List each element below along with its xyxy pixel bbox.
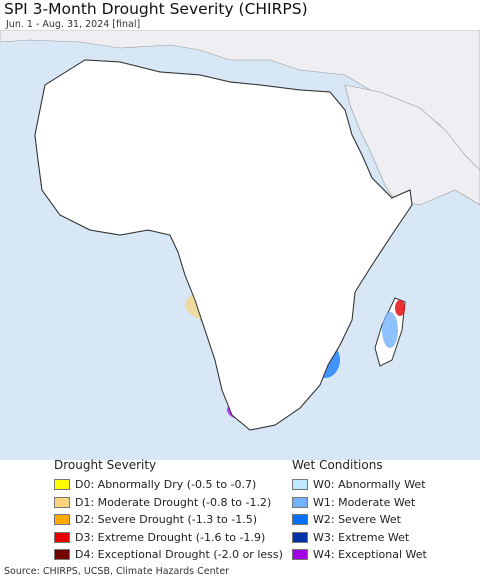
- legend-label: D3: Extreme Drought (-1.6 to -1.9): [75, 530, 266, 544]
- wet-legend: W0: Abnormally Wet W1: Moderate Wet W2: Se…: [292, 476, 427, 564]
- legend-item-w2: W2: Severe Wet: [292, 511, 427, 529]
- legend-item-w0: W0: Abnormally Wet: [292, 476, 427, 494]
- legend-swatch-w1: [292, 496, 308, 508]
- legend-label: D0: Abnormally Dry (-0.5 to -0.7): [75, 478, 257, 492]
- arabia-land: [344, 84, 480, 206]
- patch-d3: [395, 300, 405, 316]
- drought-legend: D0: Abnormally Dry (-0.5 to -0.7) D1: Mod…: [54, 476, 283, 564]
- legend-item-w4: W4: Exceptional Wet: [292, 546, 427, 564]
- legend-swatch-d1: [54, 496, 70, 508]
- legend-swatch-d0: [54, 479, 70, 491]
- legend-swatch-d3: [54, 531, 70, 543]
- legend-swatch-w0: [292, 479, 308, 491]
- legend-label: W1: Moderate Wet: [313, 495, 416, 509]
- map-title: SPI 3-Month Drought Severity (CHIRPS): [4, 0, 308, 18]
- africa-drought-map: [0, 30, 480, 460]
- legend-item-w1: W1: Moderate Wet: [292, 494, 427, 512]
- legend-swatch-d2: [54, 514, 70, 526]
- legend-label: D1: Moderate Drought (-0.8 to -1.2): [75, 495, 272, 509]
- patch-w1: [382, 312, 398, 348]
- legend-label: D2: Severe Drought (-1.3 to -1.5): [75, 513, 258, 527]
- legend-swatch-w3: [292, 531, 308, 543]
- wet-legend-heading: Wet Conditions: [292, 458, 383, 472]
- legend-label: W0: Abnormally Wet: [313, 478, 426, 492]
- source-credit: Source: CHIRPS, UCSB, Climate Hazards Ce…: [4, 566, 230, 577]
- legend-item-w3: W3: Extreme Wet: [292, 529, 427, 547]
- legend-label: W2: Severe Wet: [313, 513, 401, 527]
- drought-legend-heading: Drought Severity: [54, 458, 157, 472]
- legend-item-d3: D3: Extreme Drought (-1.6 to -1.9): [54, 529, 283, 547]
- legend-label: D4: Exceptional Drought (-2.0 or less): [75, 548, 283, 562]
- map-panel: [0, 30, 480, 460]
- legend-swatch-d4: [54, 549, 70, 561]
- legend-item-d1: D1: Moderate Drought (-0.8 to -1.2): [54, 494, 283, 512]
- legend-swatch-w2: [292, 514, 308, 526]
- map-subtitle: Jun. 1 - Aug. 31, 2024 [final]: [6, 19, 141, 30]
- legend-item-d0: D0: Abnormally Dry (-0.5 to -0.7): [54, 476, 283, 494]
- legend-item-d2: D2: Severe Drought (-1.3 to -1.5): [54, 511, 283, 529]
- legend-item-d4: D4: Exceptional Drought (-2.0 or less): [54, 546, 283, 564]
- legend-swatch-w4: [292, 549, 308, 561]
- legend-label: W3: Extreme Wet: [313, 530, 410, 544]
- legend-label: W4: Exceptional Wet: [313, 548, 427, 562]
